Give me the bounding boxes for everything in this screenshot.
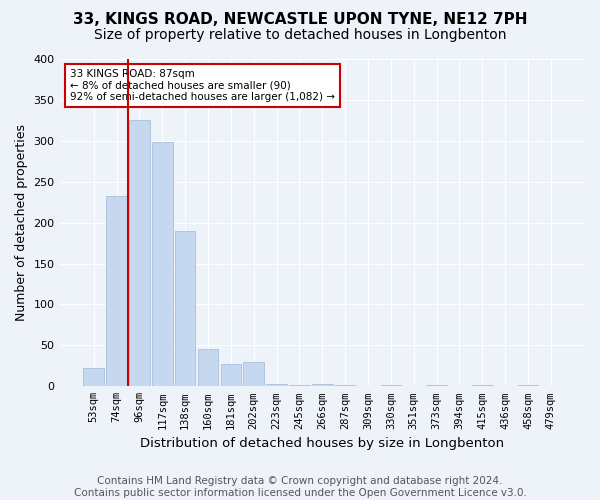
- Bar: [266, 384, 287, 386]
- Bar: [175, 231, 196, 386]
- Bar: [129, 120, 150, 386]
- Text: Contains HM Land Registry data © Crown copyright and database right 2024.
Contai: Contains HM Land Registry data © Crown c…: [74, 476, 526, 498]
- Bar: [312, 384, 332, 386]
- Bar: [152, 142, 173, 386]
- Text: Size of property relative to detached houses in Longbenton: Size of property relative to detached ho…: [94, 28, 506, 42]
- X-axis label: Distribution of detached houses by size in Longbenton: Distribution of detached houses by size …: [140, 437, 505, 450]
- Text: 33 KINGS ROAD: 87sqm
← 8% of detached houses are smaller (90)
92% of semi-detach: 33 KINGS ROAD: 87sqm ← 8% of detached ho…: [70, 69, 335, 102]
- Bar: [244, 362, 264, 386]
- Bar: [83, 368, 104, 386]
- Bar: [106, 196, 127, 386]
- Bar: [221, 364, 241, 386]
- Bar: [198, 350, 218, 387]
- Y-axis label: Number of detached properties: Number of detached properties: [15, 124, 28, 321]
- Text: 33, KINGS ROAD, NEWCASTLE UPON TYNE, NE12 7PH: 33, KINGS ROAD, NEWCASTLE UPON TYNE, NE1…: [73, 12, 527, 28]
